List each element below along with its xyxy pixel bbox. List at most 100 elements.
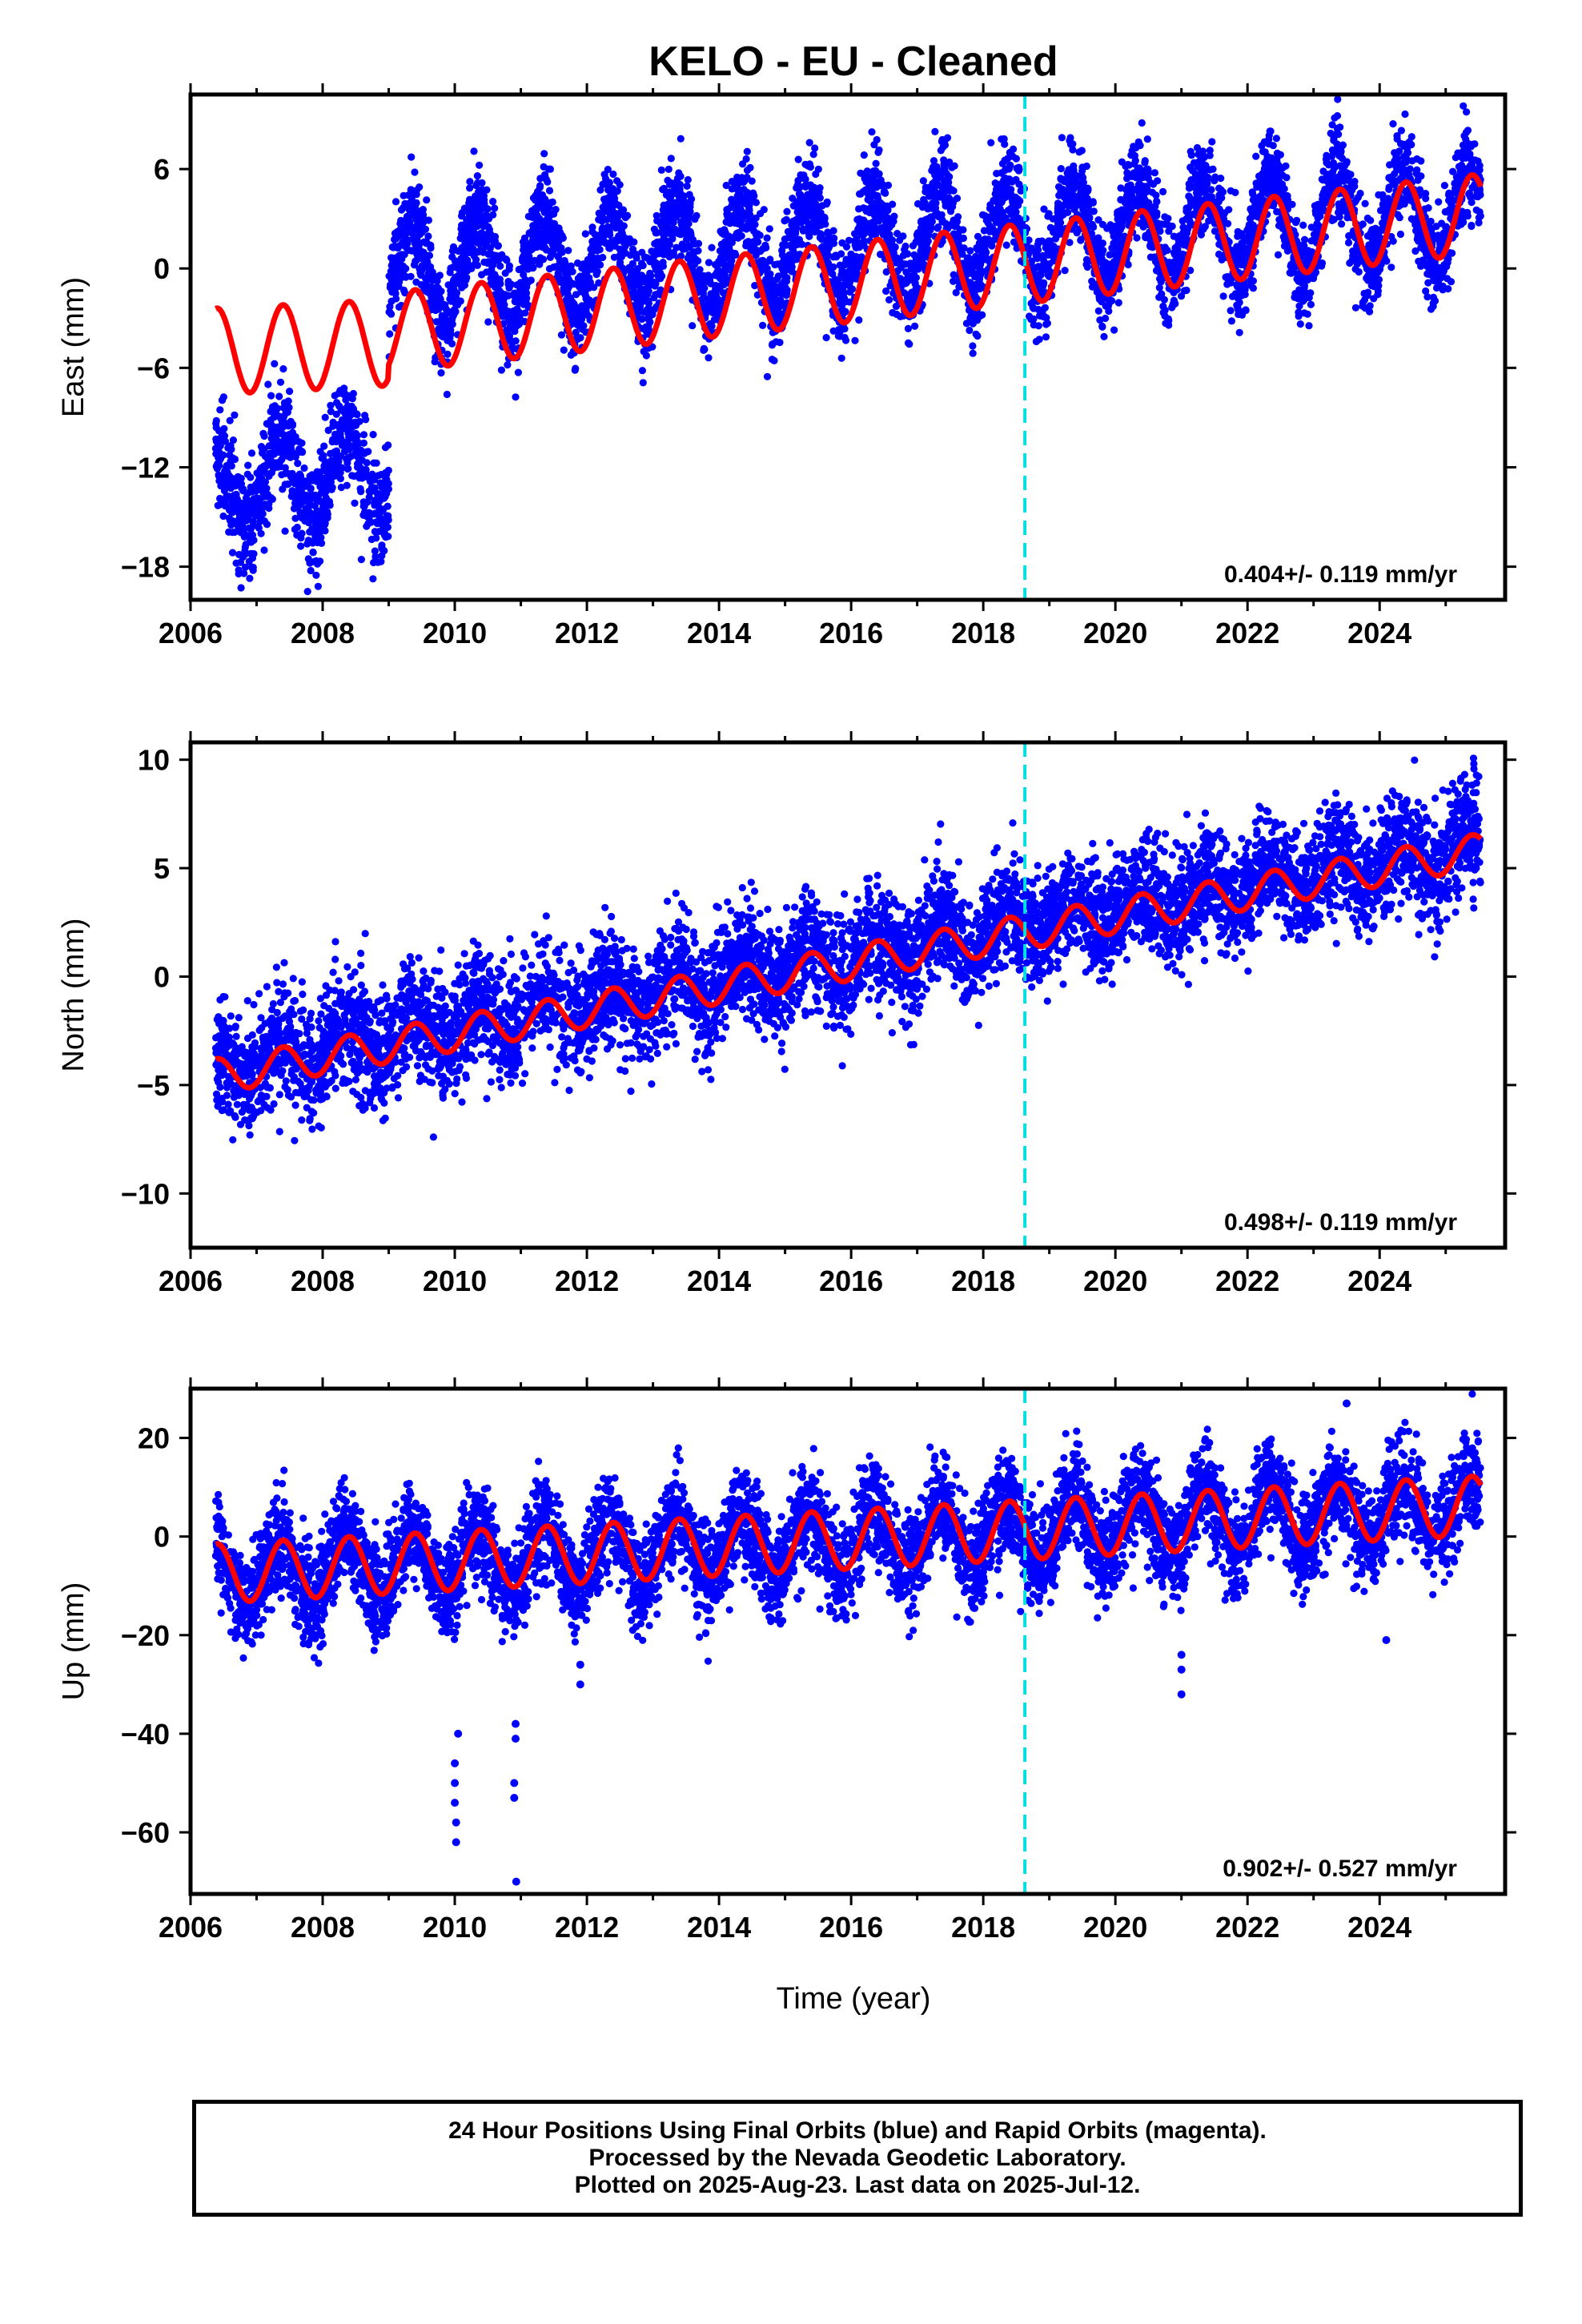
east-data-point — [363, 448, 371, 456]
east-data-point — [260, 432, 268, 440]
east-data-point — [1387, 263, 1395, 271]
east-data-point — [363, 522, 371, 530]
east-data-point — [841, 325, 849, 333]
east-data-point — [1249, 277, 1257, 285]
east-data-point — [232, 498, 240, 506]
east-data-point — [357, 556, 365, 564]
east-data-point — [705, 354, 713, 362]
east-data-point — [288, 420, 297, 428]
east-data-point — [303, 588, 311, 596]
east-data-point — [721, 228, 729, 236]
east-data-point — [872, 159, 880, 167]
east-data-point — [1299, 221, 1307, 229]
east-data-point — [235, 569, 243, 578]
east-data-point — [1159, 187, 1167, 195]
east-data-point — [350, 472, 358, 480]
east-data-point — [794, 155, 802, 163]
east-data-point — [901, 246, 909, 254]
east-data-point — [805, 139, 813, 147]
east-data-point — [1040, 205, 1048, 213]
east-data-point — [1338, 220, 1346, 228]
east-data-point — [1422, 287, 1430, 296]
east-data-point — [1468, 199, 1476, 207]
east-data-point — [212, 462, 220, 471]
east-data-point — [809, 151, 817, 159]
east-data-point — [1029, 304, 1037, 312]
east-data-point — [227, 481, 235, 489]
east-data-point — [931, 127, 939, 135]
east-data-point — [1471, 140, 1479, 148]
east-data-point — [224, 444, 232, 452]
east-data-point — [1042, 333, 1050, 341]
east-data-point — [1474, 157, 1482, 165]
east-data-point — [981, 211, 989, 219]
east-data-point — [817, 221, 825, 229]
east-data-point — [512, 393, 520, 401]
east-data-point — [1361, 199, 1369, 207]
east-data-point — [665, 165, 673, 173]
east-data-point — [263, 521, 271, 529]
east-data-point — [904, 324, 912, 332]
east-data-point — [1366, 302, 1374, 310]
east-data-point — [821, 215, 829, 223]
east-data-point — [501, 269, 509, 277]
east-data-point — [212, 420, 220, 428]
east-data-point — [380, 488, 389, 496]
east-data-point — [881, 189, 889, 197]
east-data-point — [798, 240, 806, 248]
east-data-point — [224, 495, 232, 503]
east-data-point — [1215, 184, 1223, 192]
east-data-point — [508, 337, 516, 345]
east-data-point — [739, 160, 747, 168]
east-data-point — [969, 349, 977, 357]
east-data-point — [303, 491, 311, 500]
east-data-point — [911, 322, 919, 330]
east-data-point — [822, 200, 830, 208]
east-data-point — [1026, 312, 1034, 320]
east-data-point — [657, 166, 665, 174]
east-data-point — [257, 464, 265, 472]
east-data-point — [293, 493, 301, 501]
east-data-point — [836, 261, 844, 269]
east-data-point — [443, 390, 452, 399]
east-data-point — [473, 172, 482, 180]
east-data-point — [1077, 236, 1085, 244]
east-data-point — [1142, 166, 1150, 174]
east-data-point — [1133, 234, 1141, 242]
east-data-point — [363, 473, 372, 481]
east-data-point — [216, 406, 224, 414]
east-data-point — [518, 264, 526, 272]
east-data-point — [281, 464, 289, 472]
east-data-point — [369, 431, 377, 439]
east-data-point — [919, 177, 927, 185]
east-data-point — [412, 278, 420, 286]
east-data-point — [289, 475, 297, 484]
east-data-point — [382, 475, 390, 483]
east-data-point — [700, 346, 708, 354]
east-data-point — [331, 462, 339, 471]
east-data-point — [1184, 224, 1192, 232]
east-data-point — [352, 421, 360, 429]
east-data-point — [386, 330, 394, 338]
east-data-point — [928, 167, 936, 175]
east-data-point — [365, 493, 373, 501]
east-data-point — [359, 431, 368, 439]
east-data-point — [236, 558, 245, 566]
east-data-point — [1331, 114, 1339, 122]
east-data-point — [235, 550, 243, 559]
east-data-point — [1389, 120, 1397, 128]
east-data-point — [411, 168, 419, 176]
east-data-point — [1351, 304, 1359, 312]
east-data-point — [343, 394, 351, 402]
east-data-point — [303, 482, 312, 490]
east-data-point — [1211, 173, 1219, 181]
east-data-point — [837, 250, 845, 258]
east-data-point — [1059, 185, 1067, 194]
east-data-point — [1354, 194, 1362, 202]
east-data-point — [1075, 148, 1083, 156]
east-data-point — [1159, 302, 1167, 311]
east-data-point — [287, 439, 296, 447]
east-data-point — [1283, 174, 1291, 182]
east-data-point — [613, 177, 621, 185]
east-data-point — [1359, 302, 1367, 310]
